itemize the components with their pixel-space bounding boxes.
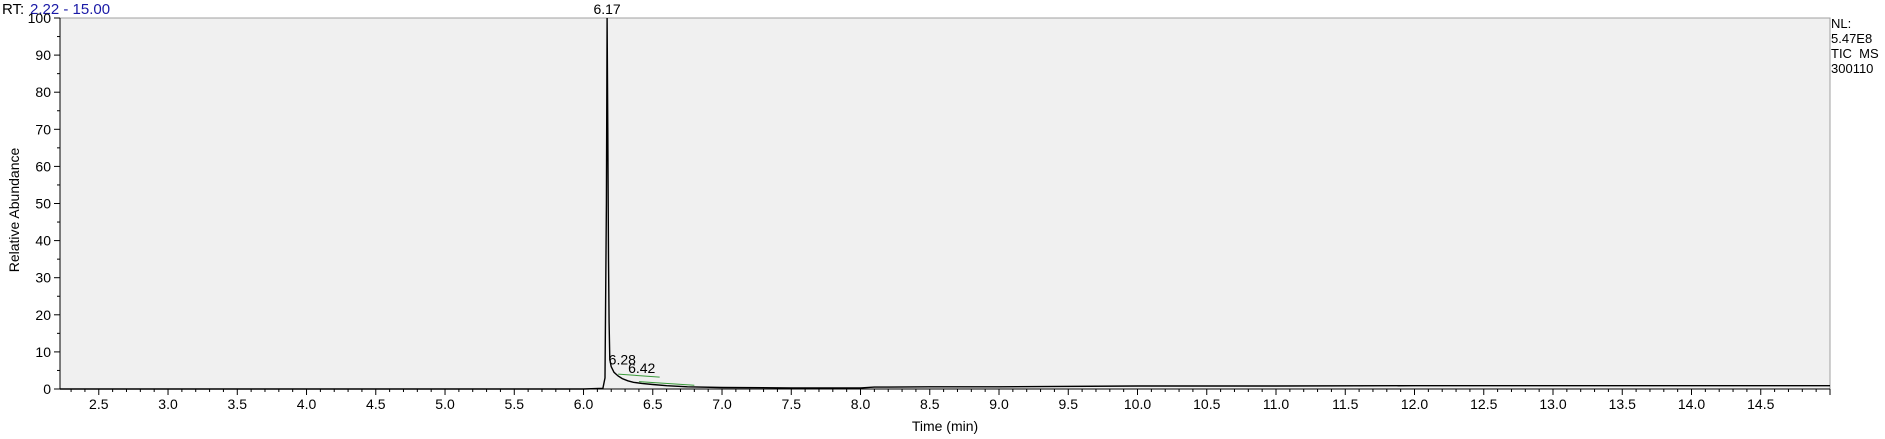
x-tick-label: 14.0 bbox=[1678, 396, 1705, 412]
baseline-fit-line bbox=[618, 373, 660, 378]
scan-info: NL: 5.47E8 TIC MS 300110 bbox=[1831, 16, 1879, 76]
baseline-fit-line bbox=[638, 381, 695, 386]
info-line: NL: bbox=[1831, 16, 1851, 31]
x-tick-label: 6.5 bbox=[643, 396, 663, 412]
x-tick-label: 10.5 bbox=[1193, 396, 1220, 412]
x-tick-label: 13.5 bbox=[1609, 396, 1636, 412]
peak-label: 6.42 bbox=[628, 360, 655, 376]
y-tick-label: 100 bbox=[28, 10, 52, 26]
x-axis-title: Time (min) bbox=[912, 418, 978, 434]
y-tick-label: 80 bbox=[35, 84, 51, 100]
x-tick-label: 2.5 bbox=[89, 396, 109, 412]
y-tick-label: 60 bbox=[35, 158, 51, 174]
plot-area bbox=[59, 17, 1831, 390]
x-tick-label: 9.5 bbox=[1059, 396, 1079, 412]
info-line: 300110 bbox=[1831, 61, 1873, 76]
axes: 2.5 3.0 3.5 4.0 4.5 5.0 5.5 6.0 6.5 7.0 7.5 8.0 8.5 9… bbox=[28, 10, 1831, 412]
x-tick-label: 8.5 bbox=[920, 396, 940, 412]
x-tick-label: 13.0 bbox=[1539, 396, 1566, 412]
peak-label: 6.17 bbox=[593, 1, 620, 17]
peak-label: 6.28 bbox=[609, 352, 636, 368]
baseline-fits bbox=[618, 373, 695, 386]
x-tick-label: 3.0 bbox=[158, 396, 178, 412]
x-tick-label: 5.0 bbox=[435, 396, 455, 412]
x-tick-label: 3.5 bbox=[228, 396, 248, 412]
y-tick-label: 90 bbox=[35, 47, 51, 63]
x-tick-label: 9.0 bbox=[989, 396, 1009, 412]
info-line: TIC MS bbox=[1831, 46, 1879, 61]
x-tick-label: 11.5 bbox=[1332, 396, 1358, 412]
x-tick-label: 6.0 bbox=[574, 396, 594, 412]
x-tick-label: 4.0 bbox=[297, 396, 317, 412]
peak-labels: 6.17 6.286.42 bbox=[593, 1, 655, 376]
x-tick-label: 12.0 bbox=[1401, 396, 1428, 412]
y-tick-label: 10 bbox=[35, 344, 51, 360]
y-tick-label: 50 bbox=[35, 196, 51, 212]
x-tick-label: 5.5 bbox=[505, 396, 525, 412]
rt-label: RT: bbox=[2, 1, 24, 18]
x-tick-label: 4.5 bbox=[366, 396, 386, 412]
x-tick-label: 7.0 bbox=[712, 396, 732, 412]
y-tick-label: 30 bbox=[35, 270, 51, 286]
y-axis-title: Relative Abundance bbox=[6, 148, 22, 273]
y-tick-label: 40 bbox=[35, 233, 51, 249]
info-line: 5.47E8 bbox=[1831, 31, 1872, 46]
tic-trace-line bbox=[60, 17, 1830, 390]
x-tick-label: 14.5 bbox=[1747, 396, 1774, 412]
x-tick-label: 11.0 bbox=[1263, 396, 1289, 412]
x-tick-label: 10.0 bbox=[1124, 396, 1151, 412]
x-tick-label: 8.0 bbox=[851, 396, 871, 412]
x-tick-label: 12.5 bbox=[1470, 396, 1497, 412]
y-tick-label: 70 bbox=[35, 121, 51, 137]
y-tick-label: 20 bbox=[35, 307, 51, 323]
rt-range-value: 2.22 - 15.00 bbox=[30, 1, 110, 18]
x-tick-label: 7.5 bbox=[782, 396, 802, 412]
y-tick-label: 0 bbox=[43, 381, 51, 397]
